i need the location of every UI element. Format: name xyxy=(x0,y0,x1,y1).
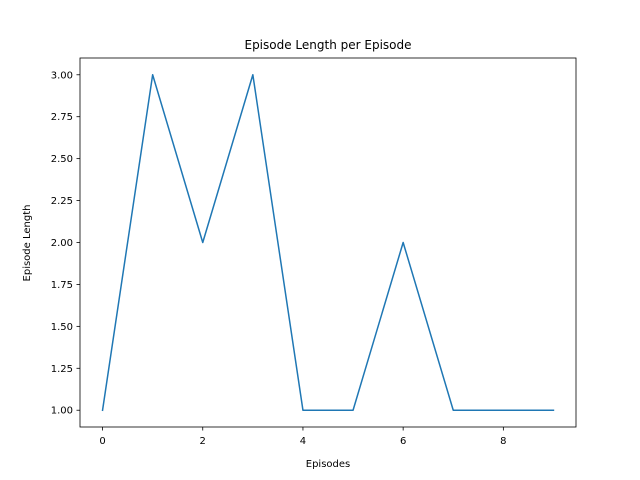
chart-title: Episode Length per Episode xyxy=(244,38,411,52)
y-tick-label: 1.75 xyxy=(51,280,73,291)
x-tick-label: 2 xyxy=(200,436,206,447)
data-point xyxy=(151,73,155,77)
data-point xyxy=(351,408,355,412)
data-point xyxy=(201,241,205,245)
series-line-0 xyxy=(101,74,555,412)
data-point xyxy=(501,408,505,412)
y-tick-label: 3.00 xyxy=(51,70,73,81)
plot-frame xyxy=(79,57,577,428)
data-point xyxy=(301,408,305,412)
y-tick-label: 2.75 xyxy=(51,112,73,123)
data-point xyxy=(451,408,455,412)
series-layer xyxy=(101,73,555,412)
y-tick-label: 2.00 xyxy=(51,238,73,249)
y-tick-label: 1.50 xyxy=(51,322,73,333)
x-axis-label: Episodes xyxy=(306,459,350,470)
y-tick-label: 1.25 xyxy=(51,364,73,375)
x-tick-label: 6 xyxy=(400,436,406,447)
y-axis-ticks: 1.00 1.25 1.50 1.75 2.00 2.25 2.50 2.75 3.00 xyxy=(51,70,80,417)
y-tick-label: 2.25 xyxy=(51,196,73,207)
x-axis-ticks: 0 2 4 6 8 xyxy=(99,427,507,447)
data-point xyxy=(251,73,255,77)
x-tick-label: 8 xyxy=(500,436,506,447)
data-point xyxy=(551,408,555,412)
x-tick-label: 0 xyxy=(99,436,105,447)
data-point xyxy=(101,408,105,412)
y-tick-label: 1.00 xyxy=(51,406,73,417)
y-axis-label: Episode Length xyxy=(22,205,33,282)
y-tick-label: 2.50 xyxy=(51,154,73,165)
data-point xyxy=(401,241,405,245)
x-tick-label: 4 xyxy=(300,436,306,447)
